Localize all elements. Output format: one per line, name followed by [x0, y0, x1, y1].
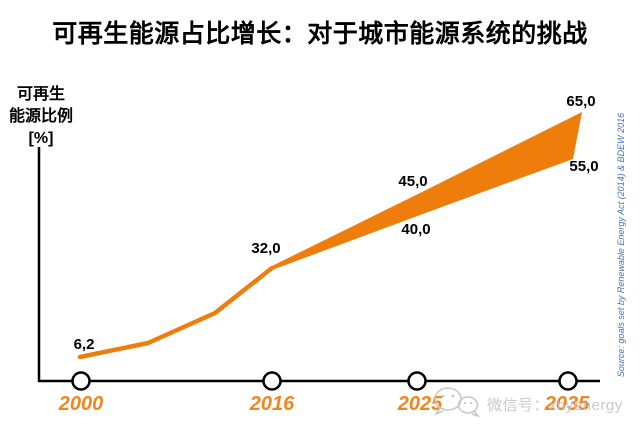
- y-axis-label: 可再生 能源比例 [%]: [2, 84, 80, 150]
- wechat-icon: [433, 387, 481, 418]
- value-label-2035-low: 55,0: [569, 158, 599, 175]
- tick-circle-2000: [71, 371, 91, 391]
- value-label-2025-high: 45,0: [398, 173, 428, 190]
- watermark-text: 微信号：xnyenergy: [487, 397, 623, 414]
- goal-band-area: [272, 112, 582, 270]
- value-label-2016: 32,0: [251, 240, 281, 257]
- tick-circle-2025: [407, 371, 427, 391]
- value-label-2025-low: 40,0: [401, 221, 431, 238]
- tick-circle-2016: [262, 371, 282, 391]
- y-axis-label-line2: 能源比例: [8, 108, 73, 125]
- value-label-2035-high: 65,0: [566, 93, 596, 110]
- y-axis-label-line3: [%]: [28, 130, 54, 147]
- trend-line: [77, 265, 275, 360]
- source-note: Source: goals set by Renewable Energy Ac…: [616, 112, 626, 378]
- x-tick-2000: 2000: [58, 393, 104, 415]
- x-tick-2035: 2035: [544, 393, 590, 415]
- page-title: 可再生能源占比增长：对于城市能源系统的挑战: [52, 20, 588, 48]
- x-tick-2016: 2016: [249, 393, 295, 415]
- x-tick-2025: 2025: [397, 393, 443, 415]
- y-axis-label-line1: 可再生: [16, 86, 65, 103]
- value-label-2000: 6,2: [73, 336, 95, 353]
- tick-circle-2035: [558, 371, 578, 391]
